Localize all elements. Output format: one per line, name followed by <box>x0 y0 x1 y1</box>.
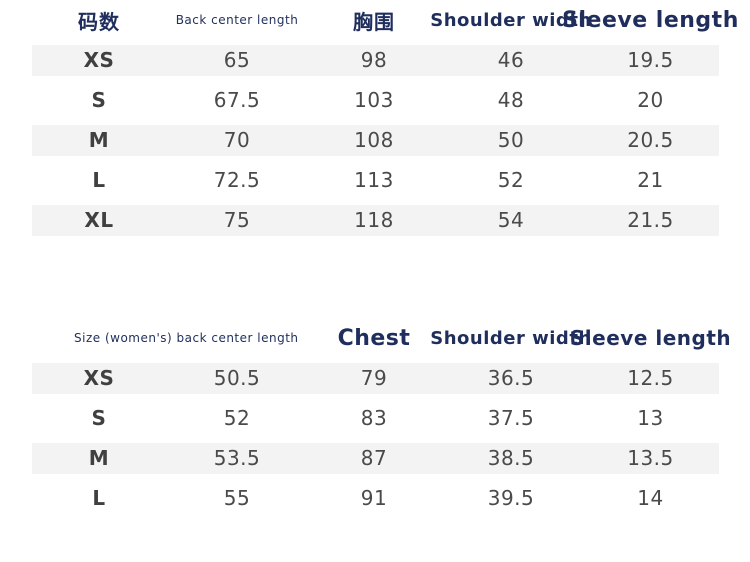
back-center-value: 53.5 <box>213 446 261 470</box>
sleeve-value: 21.5 <box>627 208 674 232</box>
back-center-value: 70 <box>223 128 251 152</box>
shoulder-value: 50 <box>497 128 525 152</box>
sleeve-value: 13.5 <box>627 446 674 470</box>
header-chest: 胸围 <box>353 9 395 34</box>
chest-value: 98 <box>360 48 388 72</box>
size-value: L <box>92 168 106 192</box>
size-value: M <box>88 446 110 470</box>
back-center-value: 75 <box>223 208 251 232</box>
size-value: L <box>92 486 106 510</box>
table-header-row: 码数 Back center length 胸围 Shoulder width … <box>32 0 739 40</box>
shoulder-value: 36.5 <box>487 366 535 390</box>
sleeve-value: 12.5 <box>627 366 674 390</box>
chest-value: 108 <box>354 128 394 152</box>
table-header-row: Size (women's) back center length Chest … <box>32 318 732 358</box>
sleeve-value: 21 <box>637 168 664 192</box>
table-row: M 53.5 87 38.5 13.5 <box>32 438 719 478</box>
shoulder-value: 37.5 <box>487 406 535 430</box>
header-sleeve-length: Sleeve length <box>562 7 739 33</box>
back-center-value: 55 <box>223 486 251 510</box>
back-center-value: 52 <box>223 406 251 430</box>
size-value: XS <box>83 366 115 390</box>
header-back-center-length: Back center length <box>175 13 299 27</box>
sleeve-value: 20 <box>637 88 664 112</box>
shoulder-value: 52 <box>497 168 525 192</box>
back-center-value: 67.5 <box>213 88 261 112</box>
header-shoulder-width: Shoulder width <box>430 9 592 31</box>
size-value: M <box>88 128 110 152</box>
chest-value: 103 <box>354 88 394 112</box>
chest-value: 91 <box>360 486 388 510</box>
sleeve-value: 19.5 <box>627 48 674 72</box>
size-table-men: 码数 Back center length 胸围 Shoulder width … <box>32 0 739 240</box>
back-center-value: 72.5 <box>213 168 261 192</box>
table-row: XS 50.5 79 36.5 12.5 <box>32 358 719 398</box>
size-value: XL <box>84 208 114 232</box>
size-table-women: Size (women's) back center length Chest … <box>32 318 732 518</box>
shoulder-value: 39.5 <box>487 486 535 510</box>
size-value: S <box>91 406 107 430</box>
header-size-back-center: Size (women's) back center length <box>74 331 299 345</box>
header-chest: Chest <box>337 325 411 351</box>
chest-value: 83 <box>360 406 388 430</box>
sleeve-value: 20.5 <box>627 128 674 152</box>
table-row: M 70 108 50 20.5 <box>32 120 719 160</box>
shoulder-value: 54 <box>497 208 525 232</box>
header-sleeve-length: Sleeve length <box>569 326 732 350</box>
shoulder-value: 48 <box>497 88 525 112</box>
table-row: S 52 83 37.5 13 <box>32 398 719 438</box>
header-shoulder-width: Shoulder width <box>430 327 592 349</box>
sleeve-value: 13 <box>637 406 664 430</box>
size-value: XS <box>83 48 115 72</box>
header-size: 码数 <box>78 9 120 34</box>
table-row: XL 75 118 54 21.5 <box>32 200 719 240</box>
shoulder-value: 46 <box>497 48 525 72</box>
shoulder-value: 38.5 <box>487 446 535 470</box>
chest-value: 113 <box>354 168 394 192</box>
table-row: L 55 91 39.5 14 <box>32 478 719 518</box>
sleeve-value: 14 <box>637 486 664 510</box>
size-value: S <box>91 88 107 112</box>
back-center-value: 50.5 <box>213 366 261 390</box>
table-row: XS 65 98 46 19.5 <box>32 40 719 80</box>
chest-value: 118 <box>354 208 394 232</box>
table-row: S 67.5 103 48 20 <box>32 80 719 120</box>
back-center-value: 65 <box>223 48 251 72</box>
chest-value: 79 <box>360 366 388 390</box>
chest-value: 87 <box>360 446 388 470</box>
table-row: L 72.5 113 52 21 <box>32 160 719 200</box>
